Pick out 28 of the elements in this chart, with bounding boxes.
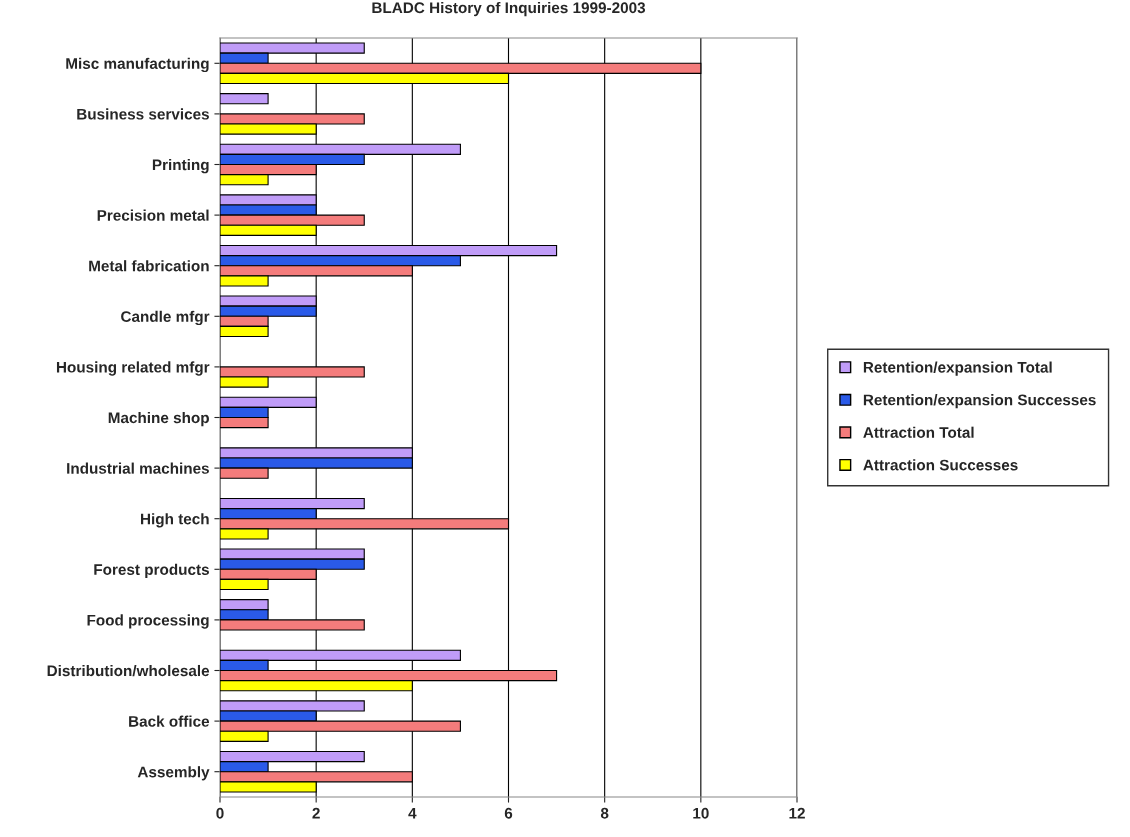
legend-label: Retention/expansion Successes: [863, 394, 1096, 409]
y-tick-label: Forest products: [94, 563, 209, 579]
y-tick-label: Misc manufacturing: [66, 57, 209, 73]
chart-title: BLADC History of Inquiries 1999-2003: [372, 1, 646, 17]
x-tick-label: 10: [693, 807, 709, 819]
y-tick-label: Food processing: [87, 614, 209, 629]
legend-label: Retention/expansion Total: [863, 361, 1052, 376]
y-tick-label: Back office: [129, 715, 210, 727]
x-tick-label: 8: [600, 807, 609, 819]
legend-label: Attraction Total: [863, 426, 974, 438]
y-tick-label: Distribution/wholesale: [47, 664, 210, 677]
x-tick-label: 4: [408, 807, 417, 819]
y-tick-label: Machine shop: [108, 411, 209, 427]
y-tick-label: Housing related mfgr: [56, 361, 210, 376]
x-tick-label: 2: [312, 807, 320, 819]
x-tick-label: 12: [789, 807, 805, 819]
y-tick-label: Assembly: [137, 766, 210, 781]
legend-label: Attraction Successes: [863, 459, 1018, 471]
y-tick-label: Industrial machines: [67, 462, 209, 474]
y-tick-label: Printing: [152, 158, 209, 174]
y-tick-label: High tech: [141, 513, 209, 528]
y-tick-label: Precision metal: [97, 209, 209, 221]
bar: [220, 93, 269, 105]
y-tick-label: Metal fabrication: [89, 260, 209, 272]
y-tick-label: Business services: [77, 108, 209, 120]
x-tick-label: 6: [504, 807, 513, 819]
y-tick-label: Candle mfgr: [121, 310, 210, 326]
x-tick-label: 0: [216, 807, 224, 819]
